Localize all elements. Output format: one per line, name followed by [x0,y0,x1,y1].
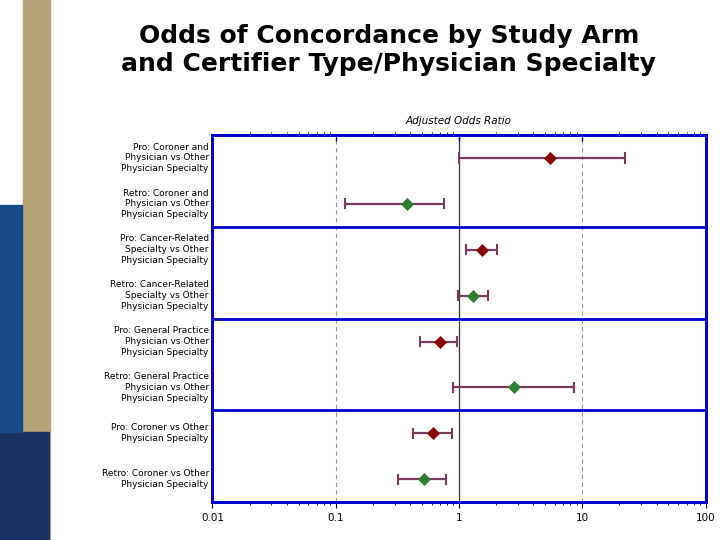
Text: Retro: General Practice
Physician vs Other
Physician Specialty: Retro: General Practice Physician vs Oth… [104,372,209,403]
Text: Pro: General Practice
Physician vs Other
Physician Specialty: Pro: General Practice Physician vs Other… [114,326,209,357]
Text: Pro: Coroner and
Physician vs Other
Physician Specialty: Pro: Coroner and Physician vs Other Phys… [122,143,209,173]
Text: Pro: Cancer-Related
Specialty vs Other
Physician Specialty: Pro: Cancer-Related Specialty vs Other P… [120,234,209,265]
Text: Adjusted Odds Ratio: Adjusted Odds Ratio [406,116,512,126]
Bar [23,0,50,540]
Text: Pro: Coroner vs Other
Physician Specialty: Pro: Coroner vs Other Physician Specialt… [112,423,209,443]
Bar [0,432,50,540]
Text: Retro: Coroner vs Other
Physician Specialty: Retro: Coroner vs Other Physician Specia… [102,469,209,489]
Text: Retro: Coroner and
Physician vs Other
Physician Specialty: Retro: Coroner and Physician vs Other Ph… [122,188,209,219]
Bar [0,205,22,432]
Text: Odds of Concordance by Study Arm
and Certifier Type/Physician Specialty: Odds of Concordance by Study Arm and Cer… [122,24,656,76]
Text: Retro: Cancer-Related
Specialty vs Other
Physician Specialty: Retro: Cancer-Related Specialty vs Other… [109,280,209,311]
